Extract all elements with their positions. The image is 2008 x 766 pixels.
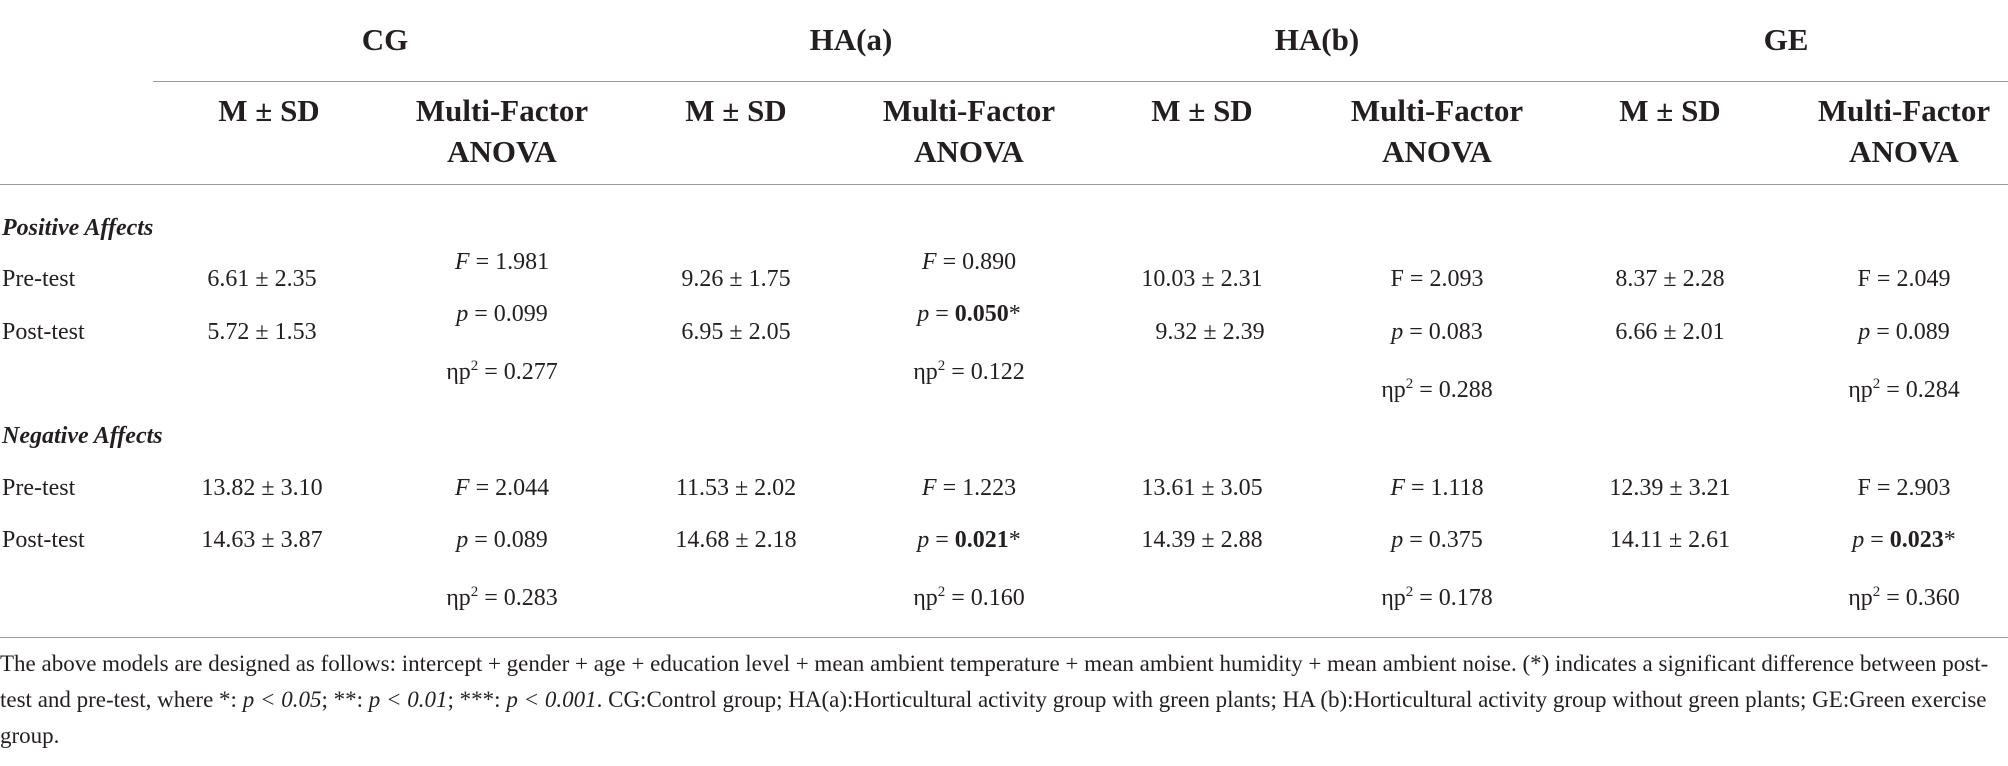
cell-pre-msd: 6.61 ± 2.35 (207, 266, 317, 292)
group-header-ha-b: HA(b) (1274, 22, 1360, 57)
cell-post-msd: 14.63 ± 3.87 (201, 527, 323, 553)
anova-eta: ηp2 = 0.160 (913, 584, 1025, 611)
col-header-anova: Multi-Factor ANOVA (1817, 93, 1991, 169)
anova-f: F = 1.223 (921, 475, 1017, 501)
col-header-msd: M ± SD (1151, 93, 1253, 128)
anova-p: p = 0.375 (1391, 527, 1483, 553)
group-header-rule (153, 81, 2008, 82)
group-header-cg: CG (361, 22, 409, 57)
anova-f: F = 1.118 (1390, 475, 1484, 501)
anova-eta: ηp2 = 0.283 (446, 584, 558, 611)
anova-eta: ηp2 = 0.284 (1848, 376, 1960, 403)
cell-pre-msd: 11.53 ± 2.02 (675, 475, 797, 501)
cell-pre-msd: 12.39 ± 3.21 (1609, 475, 1731, 501)
group-header-ha-a: HA(a) (809, 22, 893, 57)
anova-eta: ηp2 = 0.277 (446, 358, 558, 385)
table-footnote: The above models are designed as follows… (0, 651, 1989, 748)
anova-f: F = 0.890 (921, 249, 1017, 275)
cell-post-msd: 5.72 ± 1.53 (207, 319, 317, 345)
cell-pre-msd: 13.61 ± 3.05 (1141, 475, 1263, 501)
anova-p: p = 0.083 (1391, 319, 1483, 345)
col-header-anova: Multi-Factor ANOVA (882, 93, 1056, 169)
group-header-ge: GE (1763, 22, 1809, 57)
cell-post-msd: 14.39 ± 2.88 (1141, 527, 1263, 553)
cell-pre-msd: 10.03 ± 2.31 (1141, 266, 1263, 292)
anova-f: F = 1.981 (454, 249, 550, 275)
section-title-negative: Negative Affects (2, 423, 163, 449)
cell-post-msd: 14.11 ± 2.61 (1609, 527, 1731, 553)
cell-post-msd: 14.68 ± 2.18 (675, 527, 797, 553)
col-header-anova: Multi-Factor ANOVA (1350, 93, 1524, 169)
anova-p: p = 0.089 (456, 527, 548, 553)
col-header-msd: M ± SD (218, 93, 320, 128)
anova-p-significant: p = 0.021* (917, 527, 1021, 553)
anova-f: F = 2.903 (1857, 475, 1951, 501)
col-header-msd: M ± SD (1619, 93, 1721, 128)
column-header-rule (0, 184, 2008, 185)
anova-p: p = 0.089 (1858, 319, 1950, 345)
row-label-posttest: Post-test (2, 319, 85, 345)
anova-p: p = 0.099 (456, 301, 548, 327)
anova-f: F = 2.049 (1857, 266, 1951, 292)
cell-pre-msd: 9.26 ± 1.75 (681, 266, 791, 292)
anova-eta: ηp2 = 0.122 (913, 358, 1025, 385)
col-header-msd: M ± SD (685, 93, 787, 128)
row-label-pretest: Pre-test (2, 475, 76, 501)
anova-f: F = 2.044 (454, 475, 550, 501)
anova-eta: ηp2 = 0.288 (1381, 376, 1493, 403)
row-label-posttest: Post-test (2, 527, 85, 553)
anova-p-significant: p = 0.023* (1852, 527, 1956, 553)
cell-post-msd: 9.32 ± 2.39 (1155, 319, 1265, 345)
anova-f: F = 2.093 (1390, 266, 1484, 292)
table-bottom-rule (0, 637, 2008, 638)
section-title-positive: Positive Affects (2, 215, 154, 241)
anova-eta: ηp2 = 0.360 (1848, 584, 1960, 611)
col-header-anova: Multi-Factor ANOVA (415, 93, 589, 169)
cell-pre-msd: 13.82 ± 3.10 (201, 475, 323, 501)
cell-pre-msd: 8.37 ± 2.28 (1615, 266, 1725, 292)
cell-post-msd: 6.66 ± 2.01 (1615, 319, 1725, 345)
row-label-pretest: Pre-test (2, 266, 76, 292)
anova-p-significant: p = 0.050* (917, 301, 1021, 327)
anova-eta: ηp2 = 0.178 (1381, 584, 1493, 611)
cell-post-msd: 6.95 ± 2.05 (681, 319, 791, 345)
